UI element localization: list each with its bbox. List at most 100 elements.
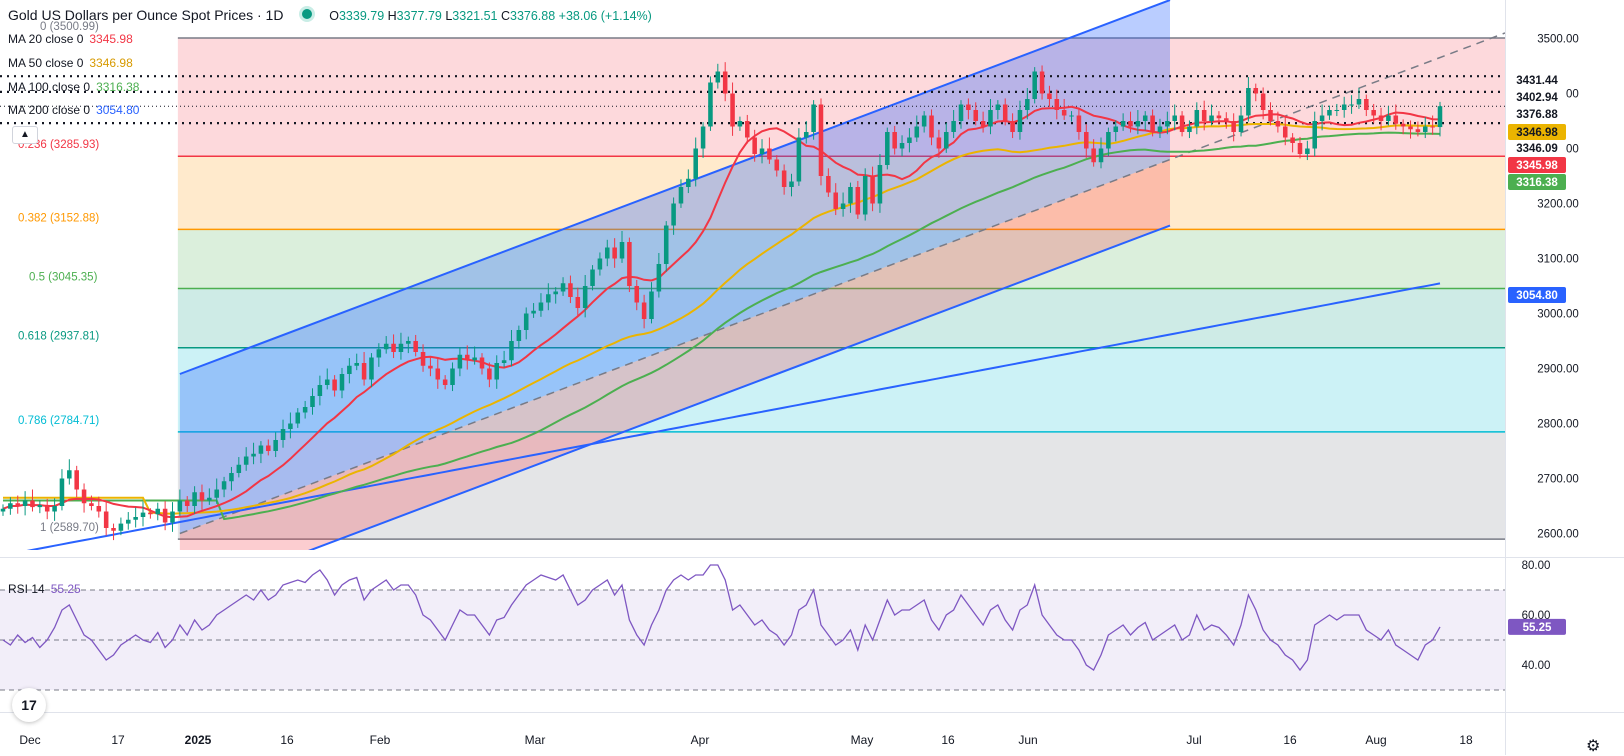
candle-body [1334,110,1340,111]
candle-body [1025,99,1030,110]
channel-upper-line [179,0,1171,375]
candle [649,282,654,324]
chevron-up-icon[interactable]: ▲ [12,126,38,144]
candle-body [1201,110,1207,121]
chart-header: Gold US Dollars per Ounce Spot Prices · … [8,6,652,23]
price-label: 3316.38 [1508,174,1566,190]
fib-zone-0.5 [177,288,1505,348]
ma20-legend[interactable]: MA 20 close 0 3345.98 [8,32,133,46]
candle [1275,111,1281,133]
x-tick-label: May [851,733,874,747]
candle-body [1047,93,1052,99]
candle [907,128,912,153]
candle-body [980,121,986,127]
candle [251,442,256,465]
candle-body [627,242,632,286]
svg-text:3431.44: 3431.44 [1516,75,1558,87]
candle-body [1378,115,1384,121]
rsi-price-label: 55.25 [1508,618,1566,635]
candle [1113,120,1119,142]
candle [730,82,735,136]
candle [715,63,721,89]
candle [590,265,595,291]
candle-body [1120,121,1126,127]
candle-body [560,283,566,292]
candle [737,116,743,131]
candle-body [523,313,529,330]
candle-body [155,508,161,515]
fib-label-0: 0 (3500.99) [40,21,99,33]
candle [966,98,971,120]
candle [1069,111,1074,122]
gear-icon[interactable]: ⚙ [1586,738,1601,755]
x-tick-label: Aug [1365,733,1386,747]
candle [1327,105,1332,120]
candle-body [1341,104,1347,110]
ma50-legend[interactable]: MA 50 close 0 3346.98 [8,56,133,70]
ma200-legend[interactable]: MA 200 close 0 3054.80 [8,103,140,117]
x-tick-label: Dec [19,733,40,747]
candle [30,489,35,512]
candle [943,122,949,153]
candle [1246,77,1251,122]
candle-body [177,500,183,512]
candle-body [383,343,389,350]
candle-body [1415,129,1421,132]
candle-body [1113,126,1119,132]
candle [1312,111,1317,157]
ma100-legend[interactable]: MA 100 close 0 3316.38 [8,80,140,94]
candle-body [1010,121,1015,132]
x-tick-label: 16 [941,733,955,747]
candle [1290,133,1295,153]
candle-body [641,302,647,319]
candle [369,353,374,388]
candle-body [686,178,691,187]
candle [899,135,905,157]
candle-body [1172,115,1177,121]
candle-body [494,363,500,380]
svg-text:3346.98: 3346.98 [1516,127,1558,139]
candle [1061,99,1067,120]
candle [929,109,934,146]
candle [1282,115,1288,146]
candle [516,325,522,349]
candle [1025,88,1030,120]
candle [686,169,691,194]
candle [1165,111,1170,135]
x-tick-label: 2025 [185,733,212,747]
candle-body [811,104,816,132]
candle-body [369,357,374,380]
candle [1378,107,1384,131]
candle-body [354,363,359,366]
candle-body [973,110,979,121]
symbol-title[interactable]: Gold US Dollars per Ounce Spot Prices · … [8,7,284,23]
x-tick-label: Feb [370,733,391,747]
candle [229,466,234,491]
candle [1334,103,1340,117]
candle [1157,118,1163,139]
candle-body [582,286,588,308]
candle-body [1157,126,1163,132]
candle [656,253,662,298]
candle [995,100,1001,120]
ma200-line [26,282,1441,550]
candle [310,388,315,415]
candle-body [8,503,13,509]
candle [663,221,669,272]
high-value: 3377.79 [396,9,442,23]
candle-body [140,512,146,517]
candle-body [221,481,227,490]
candle [892,125,897,155]
change-value: +38.06 (+1.14%) [558,9,652,23]
candle-body [170,511,175,523]
price-label: 3376.88 [1508,106,1566,122]
tradingview-logo-icon[interactable]: 17 [12,688,46,722]
candle [914,115,920,142]
rsi-legend[interactable]: RSI 14 55.25 [8,582,81,596]
ohlc-readout: O3339.79 H3377.79 L3321.51 C3376.88 +38.… [329,9,652,23]
candle-body [1356,99,1362,105]
candle [383,336,389,354]
candle-body [929,115,934,138]
candle [553,287,558,304]
